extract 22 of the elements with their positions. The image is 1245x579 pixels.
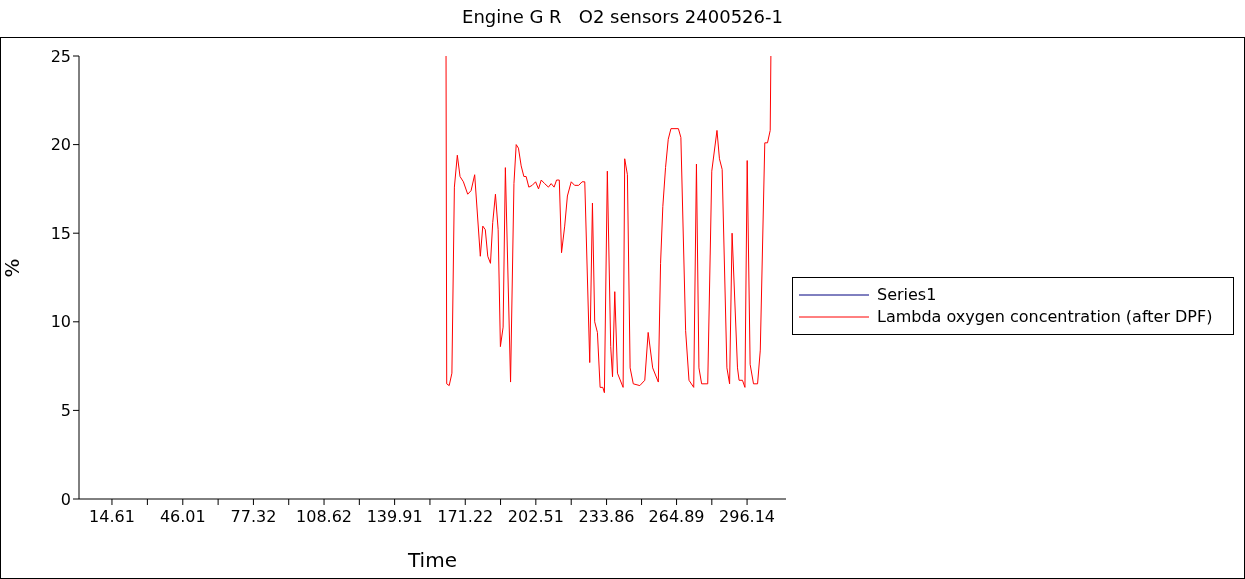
legend-label: Series1: [877, 284, 937, 306]
x-tick-label: 296.14: [719, 507, 776, 527]
y-axis-title: %: [0, 258, 25, 278]
y-tick-label: 25: [50, 46, 71, 66]
x-tick-label: 171.22: [437, 507, 494, 527]
line-series: [445, 56, 772, 394]
x-tick-label: 14.61: [89, 507, 135, 527]
y-tick-label: 15: [50, 223, 71, 243]
x-tick-label: 46.01: [159, 507, 206, 527]
x-tick-label: 139.91: [366, 507, 423, 527]
x-tick-label: 108.62: [296, 507, 353, 527]
x-axis-title: Time: [407, 548, 457, 572]
y-tick-label: 10: [50, 312, 71, 332]
chart-title: Engine G R O2 sensors 2400526-1: [461, 5, 784, 29]
y-tick-label: 20: [50, 135, 71, 155]
y-tick-label: 5: [60, 401, 71, 421]
x-tick-label: 233.86: [578, 507, 635, 527]
x-tick-label: 77.32: [230, 507, 277, 527]
legend-label: Lambda oxygen concentration (after DPF): [877, 306, 1213, 328]
x-tick-label: 202.51: [507, 507, 564, 527]
y-tick-label: 0: [60, 489, 71, 509]
x-tick-label: 264.89: [648, 507, 705, 527]
